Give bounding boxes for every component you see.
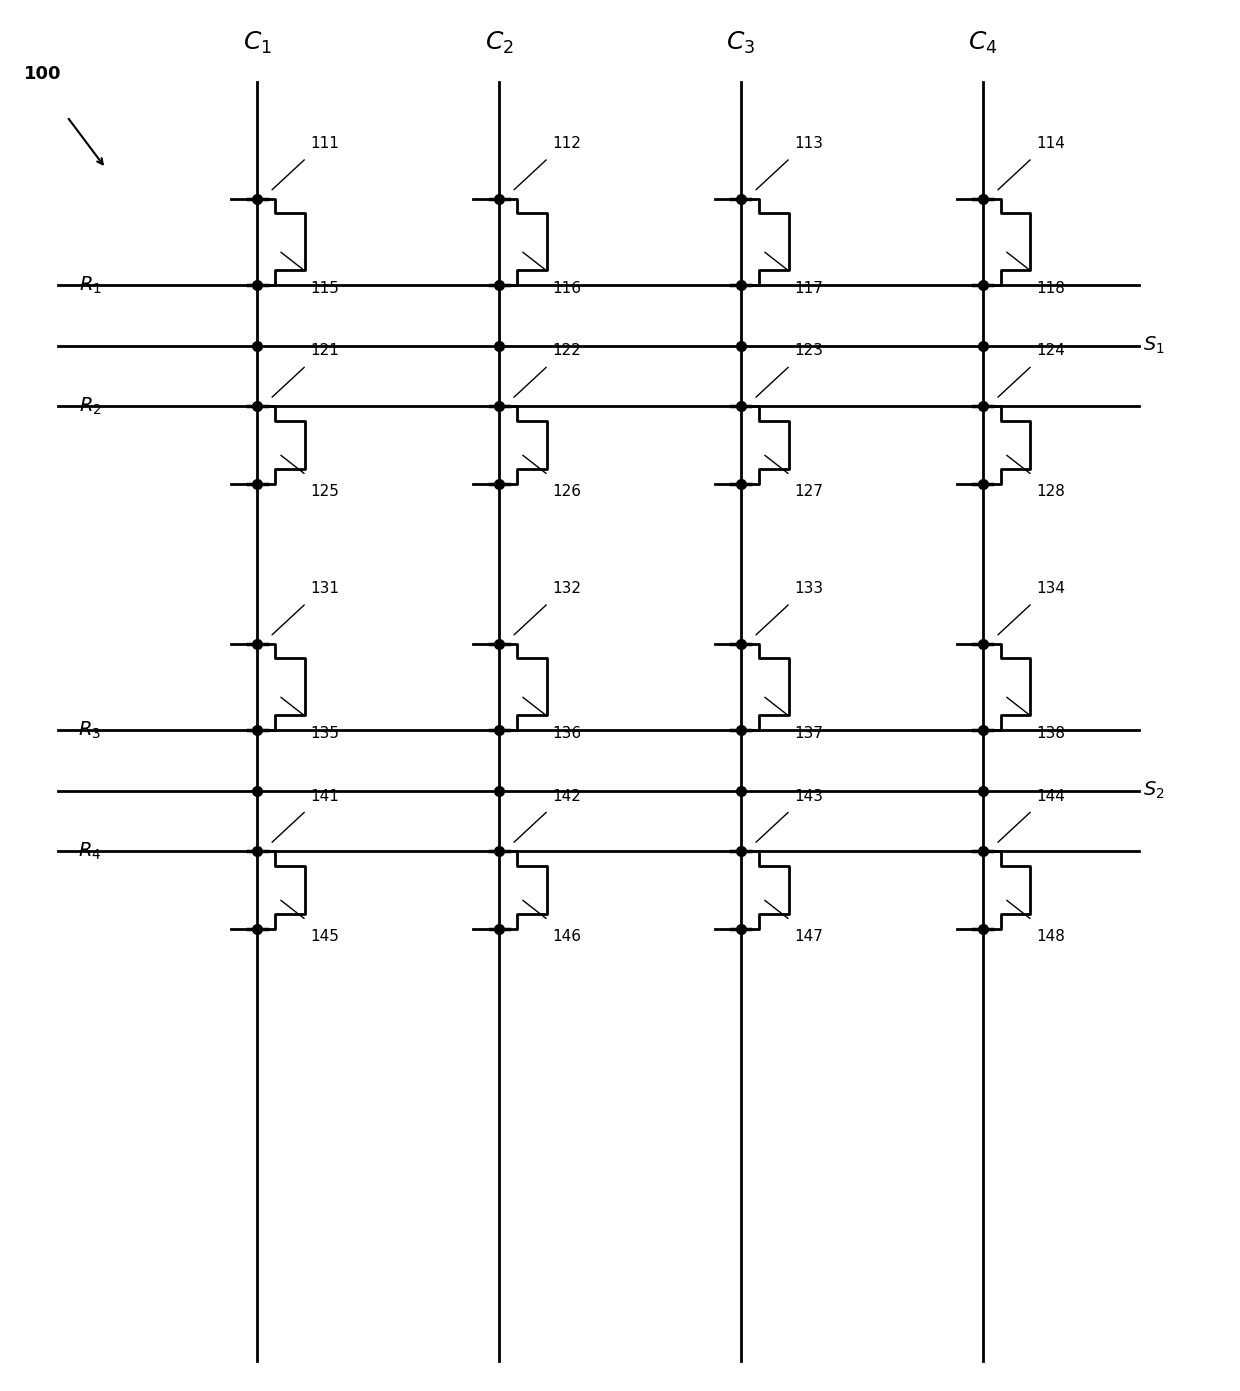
Text: 145: 145 bbox=[311, 929, 340, 944]
Text: 138: 138 bbox=[1037, 726, 1065, 741]
Text: 136: 136 bbox=[553, 726, 582, 741]
Text: 128: 128 bbox=[1037, 484, 1065, 499]
Text: 144: 144 bbox=[1037, 789, 1065, 804]
Text: 121: 121 bbox=[311, 344, 340, 359]
Text: $S_2$: $S_2$ bbox=[1143, 780, 1164, 801]
Text: 127: 127 bbox=[795, 484, 823, 499]
Text: 137: 137 bbox=[795, 726, 823, 741]
Text: $R_2$: $R_2$ bbox=[78, 395, 102, 417]
Text: 125: 125 bbox=[311, 484, 340, 499]
Text: 124: 124 bbox=[1037, 344, 1065, 359]
Text: 113: 113 bbox=[795, 136, 823, 152]
Text: 142: 142 bbox=[553, 789, 582, 804]
Text: 146: 146 bbox=[553, 929, 582, 944]
Text: $C_2$: $C_2$ bbox=[485, 29, 513, 56]
Text: 132: 132 bbox=[553, 581, 582, 597]
Text: 141: 141 bbox=[311, 789, 340, 804]
Text: 117: 117 bbox=[795, 281, 823, 296]
Text: 135: 135 bbox=[311, 726, 340, 741]
Text: 123: 123 bbox=[795, 344, 823, 359]
Text: $S_1$: $S_1$ bbox=[1143, 335, 1164, 356]
Text: 147: 147 bbox=[795, 929, 823, 944]
Text: $C_3$: $C_3$ bbox=[727, 29, 755, 56]
Text: $R_1$: $R_1$ bbox=[78, 274, 102, 296]
Text: 118: 118 bbox=[1037, 281, 1065, 296]
Text: 122: 122 bbox=[553, 344, 582, 359]
Text: 134: 134 bbox=[1037, 581, 1065, 597]
Text: $C_1$: $C_1$ bbox=[243, 29, 272, 56]
Text: 116: 116 bbox=[553, 281, 582, 296]
Text: 148: 148 bbox=[1037, 929, 1065, 944]
Text: $C_4$: $C_4$ bbox=[968, 29, 998, 56]
Text: 126: 126 bbox=[553, 484, 582, 499]
Text: 131: 131 bbox=[311, 581, 340, 597]
Text: $R_4$: $R_4$ bbox=[78, 840, 102, 861]
Text: 112: 112 bbox=[553, 136, 582, 152]
Text: 115: 115 bbox=[311, 281, 340, 296]
Text: 100: 100 bbox=[24, 64, 61, 82]
Text: 111: 111 bbox=[311, 136, 340, 152]
Text: 133: 133 bbox=[795, 581, 823, 597]
Text: $R_3$: $R_3$ bbox=[78, 719, 102, 741]
Text: 114: 114 bbox=[1037, 136, 1065, 152]
Text: 143: 143 bbox=[795, 789, 823, 804]
